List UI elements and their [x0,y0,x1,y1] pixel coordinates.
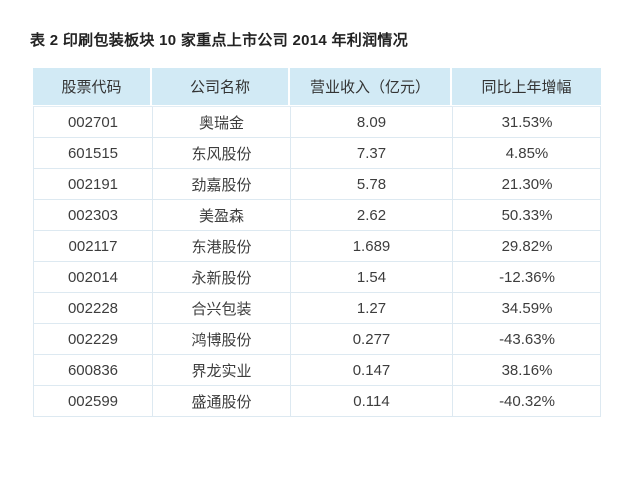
cell-revenue: 2.62 [291,200,453,230]
cell-company-name: 界龙实业 [153,355,291,385]
cell-growth: 31.53% [501,113,553,131]
cell-company-name: 美盈森 [153,200,291,230]
cell-growth: 50.33% [501,206,553,224]
cell-revenue: 1.54 [291,262,453,292]
table-row: 600836 界龙实业 0.147 38.16% [34,355,600,386]
cell-stock-code: 002599 [34,386,153,416]
cell-revenue: 1.689 [291,231,453,261]
cell-stock-code: 601515 [34,138,153,168]
cell-growth: 4.85% [505,144,549,162]
header-stock-code: 股票代码 [33,68,152,105]
cell-growth: 29.82% [501,237,553,255]
cell-company-name: 合兴包装 [153,293,291,323]
cell-company-name: 盛通股份 [153,386,291,416]
table-row: 002228 合兴包装 1.27 34.59% [34,293,600,324]
cell-growth: -12.36% [499,268,555,286]
cell-stock-code: 600836 [34,355,153,385]
cell-revenue: 7.37 [291,138,453,168]
header-company-name: 公司名称 [152,68,290,105]
cell-growth: 34.59% [501,299,553,317]
cell-growth: 38.16% [501,361,553,379]
cell-stock-code: 002228 [34,293,153,323]
cell-revenue: 0.114 [291,386,453,416]
cell-revenue: 1.27 [291,293,453,323]
cell-company-name: 奥瑞金 [153,107,291,137]
table-header-row: 股票代码 公司名称 营业收入（亿元） 同比上年增幅 [33,68,601,105]
cell-growth: -40.32% [499,392,555,410]
cell-stock-code: 002117 [34,231,153,261]
table-row: 002014 永新股份 1.54 -12.36% [34,262,600,293]
cell-revenue: 8.09 [291,107,453,137]
cell-stock-code: 002701 [34,107,153,137]
profit-table: 股票代码 公司名称 营业收入（亿元） 同比上年增幅 002701 奥瑞金 8.0… [33,68,601,417]
cell-company-name: 东港股份 [153,231,291,261]
table-row: 002229 鸿博股份 0.277 -43.63% [34,324,600,355]
table-row: 002191 劲嘉股份 5.78 21.30% [34,169,600,200]
cell-company-name: 永新股份 [153,262,291,292]
header-growth: 同比上年增幅 [452,68,601,105]
table-row: 002303 美盈森 2.62 50.33% [34,200,600,231]
table-row: 002117 东港股份 1.689 29.82% [34,231,600,262]
table-row: 002701 奥瑞金 8.09 31.53% [34,107,600,138]
cell-stock-code: 002014 [34,262,153,292]
cell-stock-code: 002229 [34,324,153,354]
cell-company-name: 东风股份 [153,138,291,168]
cell-stock-code: 002191 [34,169,153,199]
cell-revenue: 5.78 [291,169,453,199]
cell-revenue: 0.147 [291,355,453,385]
page-title: 表 2 印刷包装板块 10 家重点上市公司 2014 年利润情况 [30,32,409,49]
cell-growth: -43.63% [499,330,555,348]
cell-growth: 21.30% [501,175,553,193]
cell-stock-code: 002303 [34,200,153,230]
table-body: 002701 奥瑞金 8.09 31.53% 601515 东风股份 7.37 … [33,106,601,417]
table-row: 601515 东风股份 7.37 4.85% [34,138,600,169]
cell-company-name: 鸿博股份 [153,324,291,354]
table-row: 002599 盛通股份 0.114 -40.32% [34,386,600,417]
cell-company-name: 劲嘉股份 [153,169,291,199]
cell-revenue: 0.277 [291,324,453,354]
header-revenue: 营业收入（亿元） [290,68,452,105]
